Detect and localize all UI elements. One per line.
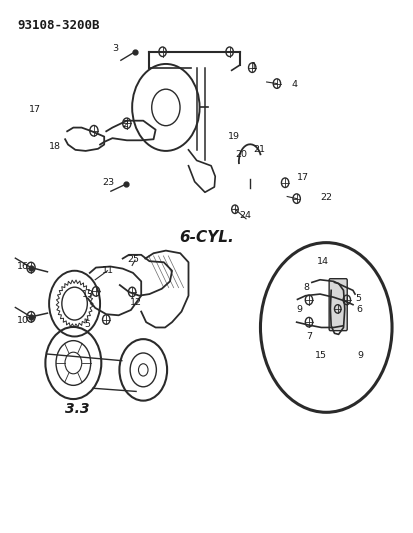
Text: 15: 15 <box>315 351 327 360</box>
Text: 17: 17 <box>296 173 308 182</box>
Text: 21: 21 <box>253 146 265 155</box>
Text: 5: 5 <box>354 294 361 303</box>
Text: 6-CYL.: 6-CYL. <box>179 230 234 245</box>
Text: 25: 25 <box>127 255 139 264</box>
Text: 23: 23 <box>102 178 114 187</box>
Text: 11: 11 <box>102 266 114 275</box>
Text: 3.3: 3.3 <box>65 401 90 416</box>
Text: 5: 5 <box>84 320 90 329</box>
FancyBboxPatch shape <box>328 279 347 330</box>
Text: 4: 4 <box>290 80 297 89</box>
Text: 12: 12 <box>130 298 142 307</box>
Text: 20: 20 <box>235 150 247 159</box>
Text: 14: 14 <box>316 257 328 265</box>
Text: 22: 22 <box>320 193 332 202</box>
Text: 9: 9 <box>356 351 362 360</box>
Text: 24: 24 <box>238 211 250 220</box>
Text: 1: 1 <box>251 62 256 71</box>
Text: 3: 3 <box>112 44 119 53</box>
Text: 16: 16 <box>17 262 28 271</box>
Text: 9: 9 <box>296 305 302 314</box>
Text: 2: 2 <box>122 120 128 129</box>
Text: 18: 18 <box>49 142 61 151</box>
Text: 8: 8 <box>303 283 309 292</box>
Text: 13: 13 <box>81 290 94 299</box>
Text: 17: 17 <box>29 104 41 114</box>
Text: 93108-3200B: 93108-3200B <box>18 19 100 32</box>
Text: 10: 10 <box>17 316 28 325</box>
Text: 19: 19 <box>227 132 239 141</box>
Text: 6: 6 <box>355 305 361 314</box>
Text: 7: 7 <box>305 332 311 341</box>
